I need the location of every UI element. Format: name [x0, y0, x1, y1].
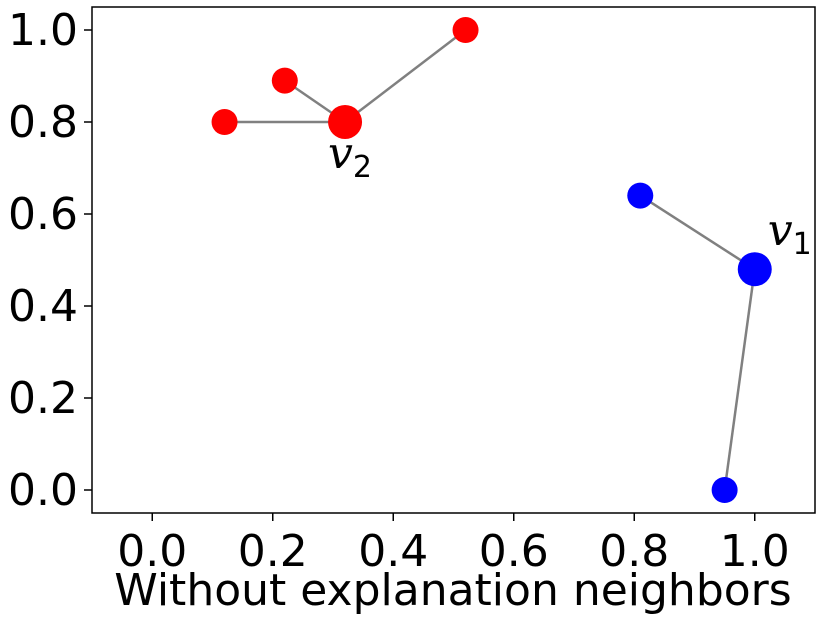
graph-edge	[344, 29, 467, 123]
node-label: v2	[328, 128, 372, 185]
graph-edge	[723, 269, 756, 491]
x-tick-label: 0.2	[238, 526, 308, 577]
x-tick-label: 0.4	[358, 526, 428, 577]
points	[211, 17, 772, 503]
plot-frame	[91, 6, 816, 514]
y-tick-label: 1.0	[8, 5, 78, 56]
node-labels: v2 v1	[328, 128, 812, 262]
neighbor-node-point	[711, 477, 738, 503]
y-tick-label: 0.8	[8, 97, 78, 148]
neighbor-node-point	[211, 109, 238, 135]
neighbor-node-point	[452, 17, 479, 43]
node-label: v1	[768, 205, 812, 262]
center-node-point	[328, 105, 363, 139]
x-axis-title: Without explanation neighbors	[114, 565, 791, 616]
x-tick-label: 1.0	[720, 526, 790, 577]
y-tick-label: 0.6	[8, 189, 78, 240]
graph-edge	[639, 194, 756, 271]
edges	[224, 29, 756, 491]
y-axis: 0.0 0.2 0.4 0.6 0.8 1.0	[8, 5, 92, 516]
y-tick-label: 0.2	[8, 373, 78, 424]
neighbor-node-point	[271, 67, 298, 94]
x-axis: 0.0 0.2 0.4 0.6 0.8 1.0	[117, 513, 790, 577]
y-tick-label: 0.4	[8, 281, 78, 332]
x-tick-label: 0.0	[117, 526, 187, 577]
x-tick-label: 0.8	[599, 526, 669, 577]
neighbor-node-point	[627, 182, 654, 209]
x-tick-label: 0.6	[479, 526, 549, 577]
center-node-point	[737, 252, 772, 287]
y-tick-label: 0.0	[8, 465, 78, 516]
